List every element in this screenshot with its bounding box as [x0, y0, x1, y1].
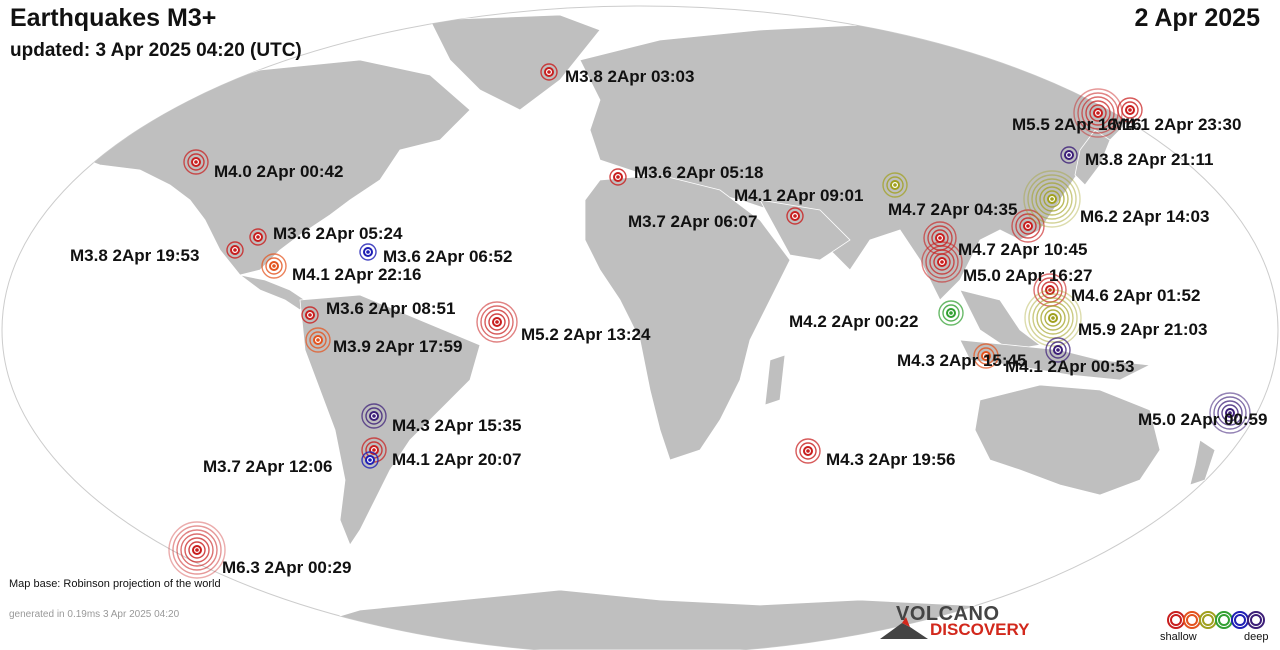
legend-depth-ring — [1250, 614, 1262, 626]
quake-label[interactable]: M5.0 2Apr 16:27 — [963, 266, 1093, 285]
page-title: Earthquakes M3+ — [10, 4, 217, 32]
quake-marker[interactable] — [361, 451, 379, 469]
quake-label[interactable]: M4.7 2Apr 10:45 — [958, 240, 1088, 259]
legend-depth-ring — [1202, 614, 1214, 626]
legend-depth-ring — [1170, 614, 1182, 626]
quake-marker[interactable] — [249, 228, 267, 246]
depth-color-scale — [1167, 611, 1265, 629]
land-madagascar — [764, 354, 786, 406]
quake-label[interactable]: M3.8 2Apr 19:53 — [70, 246, 200, 265]
quake-marker[interactable] — [168, 521, 226, 579]
land-south-america — [299, 294, 481, 546]
volcano-icon — [880, 617, 928, 639]
quake-label[interactable]: M4.7 2Apr 04:35 — [888, 200, 1018, 219]
quake-label[interactable]: M3.6 2Apr 05:24 — [273, 224, 403, 243]
quake-label[interactable]: M6.3 2Apr 00:29 — [222, 558, 352, 577]
quake-label[interactable]: M4.1 2Apr 23:30 — [1112, 115, 1242, 134]
quake-label[interactable]: M3.9 2Apr 17:59 — [333, 337, 463, 356]
quake-marker[interactable] — [882, 172, 908, 198]
land-greenland — [429, 14, 601, 111]
quake-label[interactable]: M5.2 2Apr 13:24 — [521, 325, 651, 344]
quake-marker[interactable] — [359, 243, 377, 261]
quake-label[interactable]: M3.7 2Apr 12:06 — [203, 457, 333, 476]
legend-depth-ring — [1247, 611, 1265, 629]
quake-marker[interactable] — [921, 241, 963, 283]
quake-label[interactable]: M5.5 2Apr 16:16 — [1012, 115, 1142, 134]
quake-label[interactable]: M4.1 2Apr 00:53 — [1005, 357, 1135, 376]
quake-marker[interactable] — [226, 241, 244, 259]
quake-marker[interactable] — [301, 306, 319, 324]
quake-label[interactable]: M4.0 2Apr 00:42 — [214, 162, 344, 181]
quake-label[interactable]: M5.0 2Apr 00:59 — [1138, 410, 1268, 429]
quake-marker[interactable] — [261, 253, 287, 279]
volcano-discovery-logo[interactable]: VOLCANO DISCOVERY — [880, 603, 1040, 639]
land-japan — [1074, 129, 1111, 186]
land-southeast-asia — [959, 289, 1041, 351]
quake-marker[interactable] — [786, 207, 804, 225]
quake-label[interactable]: M4.3 2Apr 15:35 — [392, 416, 522, 435]
quake-marker[interactable] — [1060, 146, 1078, 164]
land-new-zealand — [1189, 439, 1216, 486]
quake-marker[interactable] — [1045, 337, 1071, 363]
land-arabia — [759, 199, 851, 261]
quake-marker[interactable] — [1073, 88, 1123, 138]
quake-marker[interactable] — [1011, 209, 1045, 243]
quake-label[interactable]: M6.2 2Apr 14:03 — [1080, 207, 1210, 226]
legend-shallow-label: shallow — [1160, 631, 1197, 643]
land-australia — [974, 384, 1161, 496]
generated-note: generated in 0.19ms 3 Apr 2025 04:20 — [9, 609, 180, 620]
quake-label[interactable]: M3.8 2Apr 21:11 — [1085, 150, 1214, 169]
quake-label[interactable]: M4.3 2Apr 19:56 — [826, 450, 956, 469]
updated-timestamp: updated: 3 Apr 2025 04:20 (UTC) — [10, 40, 302, 61]
quake-marker[interactable] — [476, 301, 518, 343]
quake-label[interactable]: M3.7 2Apr 06:07 — [628, 212, 758, 231]
quake-marker[interactable] — [1209, 392, 1251, 434]
quake-label[interactable]: M3.6 2Apr 05:18 — [634, 163, 764, 182]
legend-depth-ring — [1186, 614, 1198, 626]
quake-label[interactable]: M3.6 2Apr 08:51 — [326, 299, 456, 318]
quake-label[interactable]: M4.3 2Apr 15:45 — [897, 351, 1027, 370]
legend-depth-ring — [1234, 614, 1246, 626]
quake-label[interactable]: M3.6 2Apr 06:52 — [383, 247, 513, 266]
map-date: 2 Apr 2025 — [1134, 4, 1260, 32]
quake-marker[interactable] — [609, 168, 627, 186]
quake-marker[interactable] — [361, 403, 387, 429]
quake-label[interactable]: M4.1 2Apr 09:01 — [734, 186, 864, 205]
quake-marker[interactable] — [1117, 97, 1143, 123]
quake-marker[interactable] — [795, 438, 821, 464]
earthquake-markers — [168, 63, 1251, 579]
quake-marker[interactable] — [1024, 289, 1082, 347]
legend-depth-ring — [1218, 614, 1230, 626]
quake-label[interactable]: M4.6 2Apr 01:52 — [1071, 286, 1201, 305]
land-africa — [584, 174, 791, 461]
quake-marker[interactable] — [973, 343, 999, 369]
logo-text-discovery: DISCOVERY — [930, 620, 1030, 639]
quake-label[interactable]: M4.1 2Apr 20:07 — [392, 450, 522, 469]
logo-text-volcano: VOLCANO — [896, 603, 1000, 625]
map-base-credit: Map base: Robinson projection of the wor… — [9, 578, 221, 590]
quake-label[interactable]: M3.8 2Apr 03:03 — [565, 67, 695, 86]
quake-label[interactable]: M4.1 2Apr 22:16 — [292, 265, 422, 284]
quake-marker[interactable] — [305, 327, 331, 353]
quake-label[interactable]: M5.9 2Apr 21:03 — [1078, 320, 1208, 339]
quake-marker[interactable] — [938, 300, 964, 326]
quake-marker[interactable] — [183, 149, 209, 175]
quake-marker[interactable] — [1023, 170, 1081, 228]
depth-legend: shallow deep — [1160, 606, 1270, 646]
quake-marker[interactable] — [540, 63, 558, 81]
quake-label[interactable]: M4.2 2Apr 00:22 — [789, 312, 919, 331]
legend-deep-label: deep — [1244, 631, 1269, 643]
